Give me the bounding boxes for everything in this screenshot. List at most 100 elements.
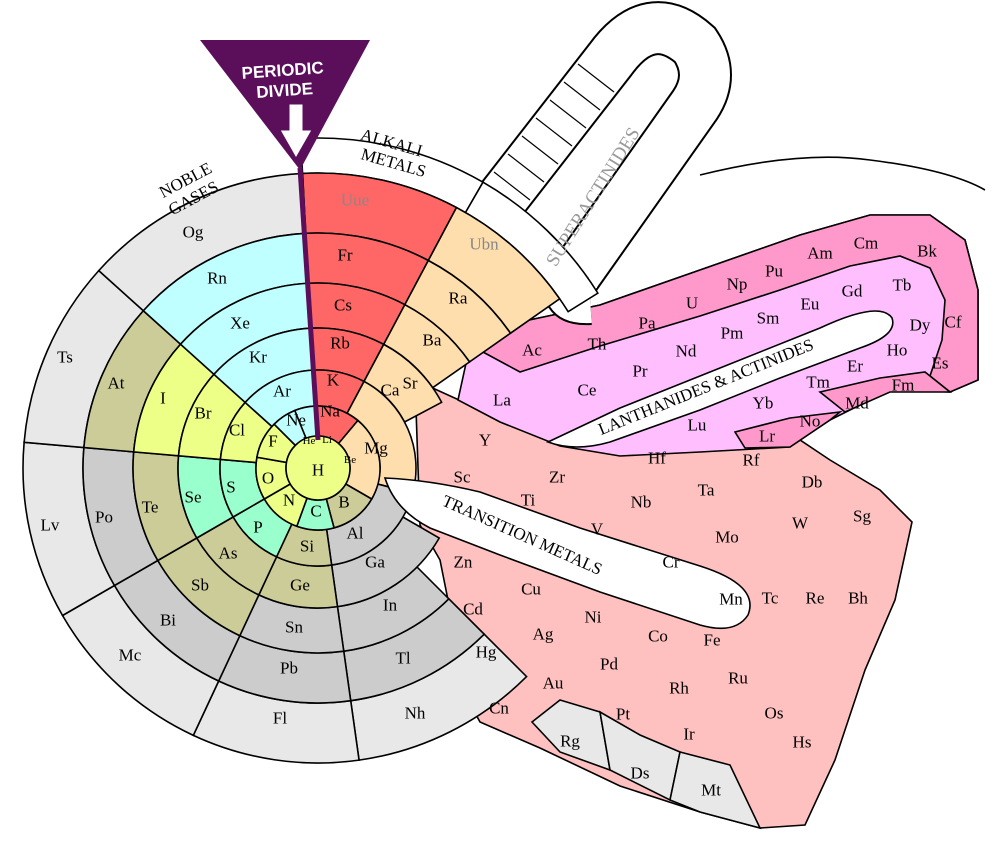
element-label-Co: Co bbox=[648, 627, 668, 646]
element-label-Er: Er bbox=[847, 357, 863, 376]
element-label-Nd: Nd bbox=[676, 342, 697, 361]
element-label-Am: Am bbox=[807, 244, 833, 263]
element-label-Og: Og bbox=[183, 223, 204, 242]
superactinide-cell-divider bbox=[521, 135, 559, 165]
element-label-W: W bbox=[792, 514, 809, 533]
superactinide-cell-divider bbox=[535, 117, 573, 147]
element-label-F: F bbox=[268, 432, 277, 451]
element-label-Yb: Yb bbox=[753, 394, 774, 413]
element-label-Br: Br bbox=[195, 404, 212, 423]
element-label-Bk: Bk bbox=[917, 242, 937, 261]
superactinide-cell-divider bbox=[507, 153, 545, 183]
element-label-Ti: Ti bbox=[521, 491, 536, 510]
element-label-He: He bbox=[303, 435, 316, 447]
element-label-Sc: Sc bbox=[454, 468, 471, 487]
element-label-Ba: Ba bbox=[423, 331, 442, 350]
superactinide-cell-divider bbox=[563, 81, 601, 111]
element-label-Ag: Ag bbox=[533, 625, 554, 644]
element-label-B: B bbox=[338, 493, 349, 512]
element-label-Li: Li bbox=[322, 434, 332, 446]
element-label-Ne: Ne bbox=[286, 411, 306, 430]
element-label-Dy: Dy bbox=[910, 316, 931, 335]
element-label-Mc: Mc bbox=[119, 646, 142, 665]
periodic-divide-banner bbox=[200, 40, 370, 170]
element-label-Mn: Mn bbox=[719, 590, 743, 609]
element-label-Ta: Ta bbox=[698, 481, 715, 500]
element-label-Pt: Pt bbox=[616, 705, 630, 724]
element-label-Sr: Sr bbox=[402, 374, 417, 393]
element-label-Po: Po bbox=[95, 508, 113, 527]
element-label-I: I bbox=[160, 389, 166, 408]
element-label-Ir: Ir bbox=[683, 725, 695, 744]
mt-cell bbox=[669, 751, 762, 830]
element-label-Si: Si bbox=[300, 537, 314, 556]
element-label-Pu: Pu bbox=[765, 262, 783, 281]
element-label-Cd: Cd bbox=[463, 600, 483, 619]
element-label-O: O bbox=[262, 469, 274, 488]
element-label-Mt: Mt bbox=[701, 781, 721, 800]
element-label-Ra: Ra bbox=[449, 289, 468, 308]
element-label-Ubn: Ubn bbox=[469, 235, 499, 254]
element-label-Rh: Rh bbox=[669, 679, 689, 698]
element-label-Mo: Mo bbox=[715, 528, 739, 547]
element-label-Pb: Pb bbox=[280, 659, 298, 678]
element-label-Y: Y bbox=[479, 431, 491, 450]
element-label-Zr: Zr bbox=[549, 468, 565, 487]
element-label-Ts: Ts bbox=[57, 348, 73, 367]
element-label-P: P bbox=[253, 518, 262, 537]
element-label-Re: Re bbox=[806, 589, 825, 608]
element-label-As: As bbox=[219, 544, 238, 563]
fm-md-cells bbox=[818, 371, 953, 413]
element-label-Fe: Fe bbox=[704, 631, 721, 650]
element-label-Hf: Hf bbox=[648, 449, 666, 468]
element-label-V: V bbox=[591, 520, 604, 539]
element-label-Cr: Cr bbox=[663, 553, 680, 572]
element-label-Lv: Lv bbox=[41, 516, 60, 535]
rings-layer bbox=[22, 137, 599, 764]
element-label-Te: Te bbox=[142, 498, 159, 517]
element-label-Lu: Lu bbox=[688, 416, 707, 435]
element-label-Fl: Fl bbox=[273, 709, 287, 728]
element-label-Rg: Rg bbox=[560, 732, 580, 751]
periodic-divide-title-line2: DIVIDE bbox=[256, 79, 314, 102]
element-label-S: S bbox=[226, 478, 235, 497]
element-label-Ce: Ce bbox=[578, 381, 597, 400]
element-label-Fr: Fr bbox=[337, 246, 352, 265]
element-label-Nh: Nh bbox=[405, 704, 426, 723]
superactinide-cell-divider bbox=[493, 171, 531, 201]
element-label-Tc: Tc bbox=[762, 589, 779, 608]
element-label-Cf: Cf bbox=[945, 313, 962, 332]
element-label-Os: Os bbox=[765, 704, 784, 723]
element-label-Es: Es bbox=[932, 354, 949, 373]
element-label-Eu: Eu bbox=[801, 295, 820, 314]
superactinide-cell-divider bbox=[549, 99, 587, 129]
element-label-Al: Al bbox=[347, 524, 364, 543]
element-label-Pm: Pm bbox=[721, 324, 744, 343]
element-label-C: C bbox=[310, 502, 321, 521]
element-label-Th: Th bbox=[588, 335, 607, 354]
element-label-Ru: Ru bbox=[728, 669, 748, 688]
element-label-Np: Np bbox=[727, 275, 748, 294]
superactinide-cell-divider bbox=[577, 63, 615, 93]
element-label-At: At bbox=[108, 374, 125, 393]
element-label-Ge: Ge bbox=[290, 576, 310, 595]
element-label-Ni: Ni bbox=[585, 608, 602, 627]
element-label-Zn: Zn bbox=[454, 553, 473, 572]
element-label-Au: Au bbox=[543, 674, 564, 693]
element-label-Fm: Fm bbox=[892, 376, 915, 395]
element-label-Pa: Pa bbox=[639, 314, 656, 333]
element-label-Kr: Kr bbox=[249, 348, 267, 367]
outer-boundary-line bbox=[699, 156, 986, 191]
overlay-layer bbox=[383, 310, 894, 630]
element-label-Ac: Ac bbox=[522, 341, 542, 360]
element-label-Ar: Ar bbox=[273, 382, 291, 401]
element-label-Hg: Hg bbox=[476, 643, 497, 662]
element-label-Db: Db bbox=[802, 473, 823, 492]
down-arrow-icon bbox=[279, 103, 313, 160]
element-label-Pr: Pr bbox=[632, 362, 647, 381]
element-label-Hs: Hs bbox=[793, 733, 812, 752]
element-label-Tm: Tm bbox=[806, 373, 830, 392]
element-label-Cu: Cu bbox=[521, 580, 541, 599]
